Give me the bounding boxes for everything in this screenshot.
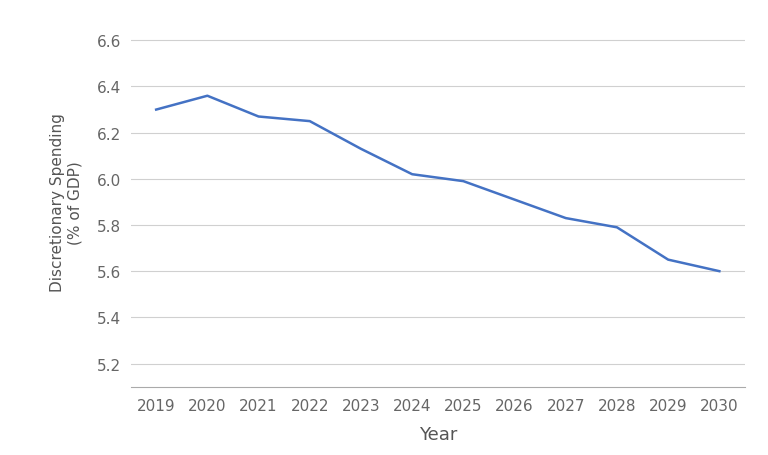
X-axis label: Year: Year — [419, 425, 457, 443]
Y-axis label: Discretionary Spending
(% of GDP): Discretionary Spending (% of GDP) — [50, 113, 83, 292]
